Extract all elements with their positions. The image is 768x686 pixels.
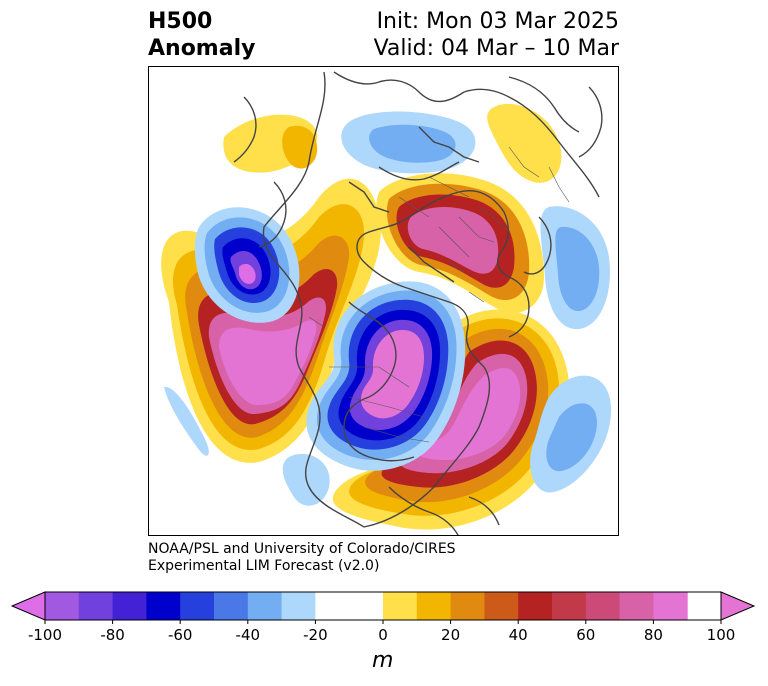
trough-arctic-canada xyxy=(306,281,466,471)
colorbar-cells xyxy=(45,592,688,620)
init-date: Init: Mon 03 Mar 2025 xyxy=(376,9,619,34)
colorbar-cell-p70 xyxy=(585,592,621,620)
ridge-europe xyxy=(223,103,562,183)
colorbar-cell-n90 xyxy=(45,592,80,620)
colorbar-cell-n80 xyxy=(78,592,114,620)
colorbar-cell-n70 xyxy=(112,592,147,620)
colorbar-tick-label: -20 xyxy=(303,626,328,644)
colorbar-cell-n30 xyxy=(247,592,283,620)
trough-siberia xyxy=(341,111,476,174)
map-title: H500 Anomaly xyxy=(148,8,255,62)
coastlines xyxy=(233,71,603,535)
colorbar-cell-p20 xyxy=(416,592,452,620)
anomaly-map-svg xyxy=(149,67,618,535)
colorbar-tick-label: -100 xyxy=(27,626,63,644)
colorbar-cell-n60 xyxy=(146,592,181,620)
colorbar-tick-label: 80 xyxy=(643,626,663,644)
colorbar-cell-p10 xyxy=(383,592,418,620)
colorbar-tick-label: 60 xyxy=(576,626,596,644)
colorbar-ticks xyxy=(44,620,722,624)
colorbar-max-extend xyxy=(720,591,756,621)
colorbar-cell-p90 xyxy=(653,592,688,620)
colorbar-cell-p40 xyxy=(484,592,519,620)
valid-range: Valid: 04 Mar – 10 Mar xyxy=(373,36,619,61)
colorbar-tick-label: 40 xyxy=(508,626,528,644)
colorbar-cell-n50 xyxy=(180,592,215,620)
colorbar-cell-n40 xyxy=(214,592,249,620)
colorbar-cell-p50 xyxy=(518,592,553,620)
colorbar-min-extend xyxy=(10,591,46,621)
colorbar-tick-labels: -100 -80 -60 -40 -20 0 20 40 60 80 100 xyxy=(0,626,768,646)
trough-north-atlantic xyxy=(530,206,612,493)
title-type: Anomaly xyxy=(148,36,256,61)
credit-line-2: Experimental LIM Forecast (v2.0) xyxy=(148,558,380,574)
borders xyxy=(308,146,570,443)
colorbar-tick-label: -60 xyxy=(167,626,193,644)
title-variable: H500 xyxy=(148,9,213,34)
anomaly-map xyxy=(148,66,619,536)
colorbar-tick-label: 100 xyxy=(706,626,736,644)
colorbar-cell-zero xyxy=(315,592,384,620)
forecast-dates: Init: Mon 03 Mar 2025 Valid: 04 Mar – 10… xyxy=(374,8,619,62)
colorbar-cell-p30 xyxy=(450,592,485,620)
colorbar-tick-label: 20 xyxy=(441,626,461,644)
credit-line-1: NOAA/PSL and University of Colorado/CIRE… xyxy=(148,541,456,557)
colorbar-cell-p80 xyxy=(619,592,654,620)
colorbar-tick-label: -40 xyxy=(235,626,261,644)
colorbar-tick-label: 0 xyxy=(378,626,388,644)
colorbar-cell-p60 xyxy=(552,592,587,620)
colorbar-tick-label: -80 xyxy=(100,626,125,644)
colorbar-cell-n20 xyxy=(281,592,316,620)
colorbar xyxy=(10,591,756,624)
credit: NOAA/PSL and University of Colorado/CIRE… xyxy=(148,541,456,575)
colorbar-unit: m xyxy=(372,648,394,673)
